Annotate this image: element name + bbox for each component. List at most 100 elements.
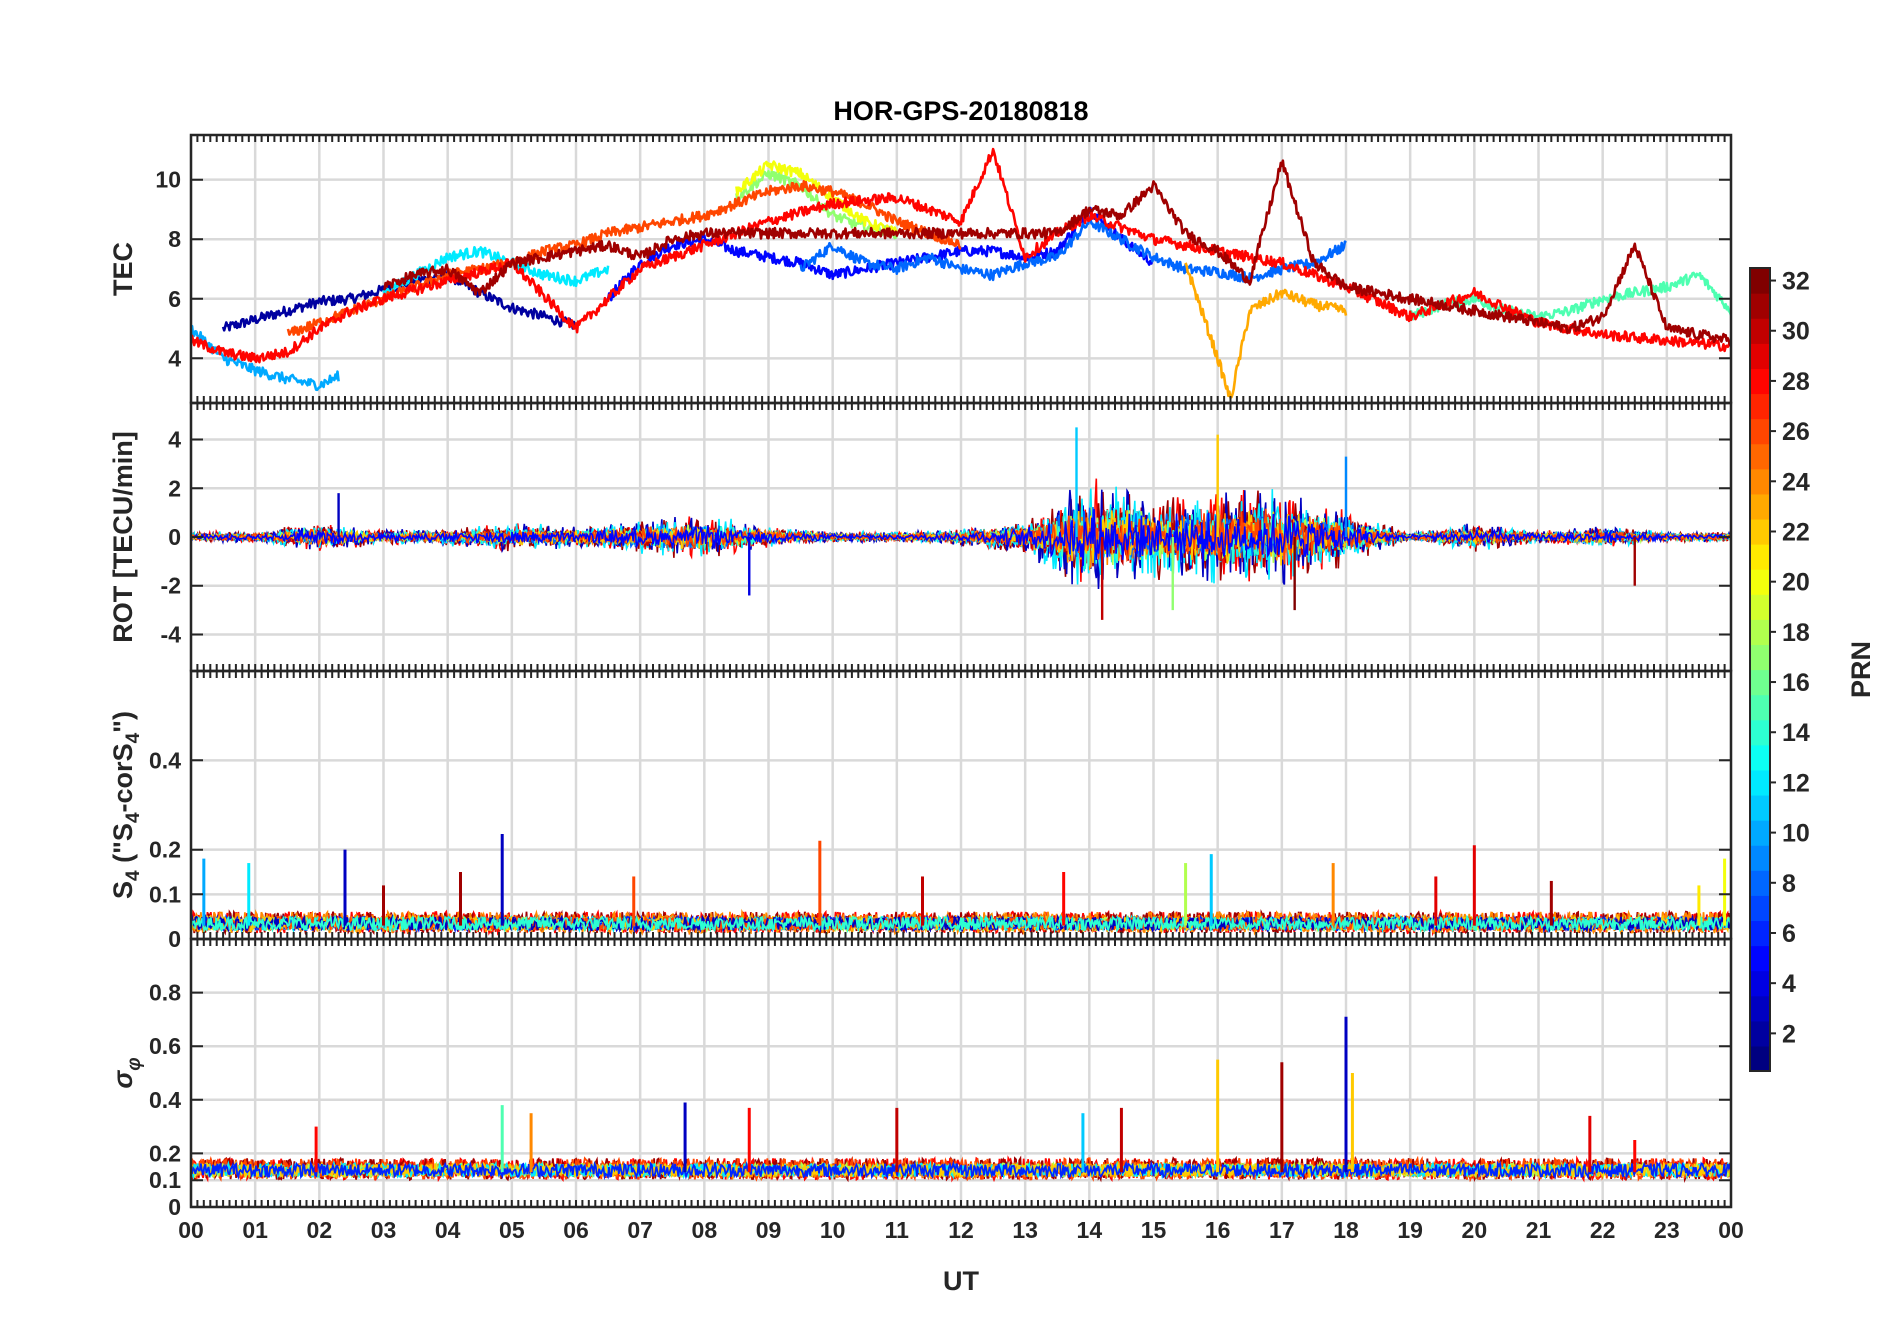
tec-series-prn-20 [735,160,898,235]
colorbar-tick-label: 20 [1782,569,1810,597]
rot-x-ticks [190,403,1732,671]
tec-data [191,147,1731,400]
x-tick-label: 03 [371,1217,397,1243]
sigma_phi-data [191,1016,1731,1183]
colorbar-step-prn-17 [1750,644,1770,671]
sigma_phi-x-ticks [190,939,1732,1207]
x-tick-label: 07 [627,1217,653,1243]
colorbar-step-prn-2 [1750,1020,1770,1047]
x-tick-label: 01 [242,1217,268,1243]
colorbar-tick-label: 14 [1782,719,1810,747]
tec-series-prn-31 [383,159,1731,347]
colorbar-step-prn-18 [1750,619,1770,646]
rot-y-tick-label: 4 [168,427,181,453]
tec-series-prn-12 [382,246,610,297]
tec-series-prn-23 [1184,262,1348,400]
x-tick-label: 04 [435,1217,461,1243]
x-tick-label: 11 [885,1217,910,1243]
sigma_phi-minor-ticks [190,939,1732,1208]
chart-title: HOR-GPS-20180818 [833,96,1088,126]
colorbar-step-prn-10 [1750,820,1770,846]
colorbar-label: PRN [1846,641,1876,698]
colorbar-step-prn-22 [1750,518,1770,545]
tec-series-prn-28 [191,147,1731,364]
x-tick-label: 05 [499,1217,525,1243]
panel-tec: 4 6 8 10 TEC [108,133,1733,405]
sigma_phi-series-prn-6 [191,1160,1731,1181]
panel-rot: -4 -2 0 2 4 ROT [TECU/min] [108,401,1733,673]
colorbar-step-prn-20 [1750,569,1770,595]
s4-y-tick-label: 0 [168,926,181,952]
tec-y-tick-label: 6 [168,286,181,312]
sigma_phi-y-tick-label: 0.2 [149,1140,181,1166]
colorbar-step-prn-8 [1750,870,1770,896]
tec-y-tick-label: 10 [155,167,181,193]
x-tick-label: 06 [563,1217,589,1243]
colorbar-step-prn-24 [1750,468,1770,495]
rot-y-axis-title: ROT [TECU/min] [108,431,138,642]
x-axis-title: UT [943,1266,979,1296]
colorbar-step-prn-12 [1750,769,1770,796]
x-tick-label: 09 [756,1217,782,1243]
rot-y-tick-label: 2 [168,475,181,501]
x-tick-labels: 00 01 02 03 04 05 06 07 08 09 10 11 12 13 14 15 16 17 18 19… [178,1217,1744,1243]
colorbar-tick-label: 24 [1782,468,1810,496]
sigma_phi-y-tick-label: 0 [168,1194,181,1220]
rot-y-ticks [191,438,1731,636]
rot-series-prn-5 [191,509,1731,566]
rot-minor-ticks [190,403,1732,671]
x-tick-label: 10 [820,1217,846,1243]
x-tick-label: 19 [1397,1217,1423,1243]
colorbar-step-prn-3 [1750,995,1770,1022]
sigma_phi-y-tick-label: 0.6 [149,1033,181,1059]
colorbar-tick-label: 22 [1782,518,1810,546]
sigma_phi-y-tick-label: 0.4 [149,1087,181,1113]
x-tick-label: 08 [692,1217,718,1243]
colorbar-step-prn-27 [1750,393,1770,420]
colorbar-step-prn-25 [1750,443,1770,470]
colorbar-tick-label: 16 [1782,669,1810,697]
tec-y-tick-label: 4 [168,345,181,371]
tec-y-ticks [191,178,1731,360]
colorbar-step-prn-4 [1750,970,1770,997]
panel-sigma_phi: 00.10.2 0.4 0.6 0.8 σφ [108,937,1733,1220]
colorbar-step-prn-23 [1750,493,1770,520]
tec-series-prn-8 [799,215,1347,284]
colorbar-tick-label: 30 [1782,318,1810,346]
colorbar-step-prn-5 [1750,945,1770,972]
s4-data [191,834,1731,937]
tec-series-prn-10 [191,324,340,392]
x-tick-label: 22 [1590,1217,1616,1243]
tec-x-ticks [190,135,1732,403]
tec-series-prn-26 [286,180,962,336]
x-tick-label: 17 [1269,1217,1295,1243]
colorbar-step-prn-15 [1750,694,1770,721]
colorbar-step-prn-32 [1750,268,1770,294]
x-tick-label: 21 [1526,1217,1552,1243]
x-tick-label: 15 [1141,1217,1167,1243]
colorbar-step-prn-7 [1750,895,1770,922]
tec-y-tick-label: 8 [168,226,181,252]
s4-y-tick-label: 0.4 [149,747,181,773]
colorbar-step-prn-26 [1750,418,1770,445]
colorbar-tick-label: 4 [1782,970,1796,998]
colorbar-step-prn-28 [1750,368,1770,395]
colorbar-tick-label: 10 [1782,820,1810,848]
colorbar-step-prn-29 [1750,343,1770,369]
x-tick-label: 02 [307,1217,333,1243]
colorbar-tick-label: 8 [1782,870,1796,898]
colorbar-tick-label: 32 [1782,268,1810,296]
x-tick-label: 00 [1718,1217,1744,1243]
x-tick-label: 20 [1462,1217,1488,1243]
colorbar-tick-label: 6 [1782,920,1796,948]
colorbar-tick-label: 2 [1782,1020,1796,1048]
colorbar-step-prn-21 [1750,544,1770,570]
x-tick-label: 13 [1012,1217,1038,1243]
tec-y-axis-title: TEC [108,242,138,296]
x-tick-label: 00 [178,1217,204,1243]
x-tick-label: 23 [1654,1217,1680,1243]
rot-y-tick-label: 0 [168,524,181,550]
